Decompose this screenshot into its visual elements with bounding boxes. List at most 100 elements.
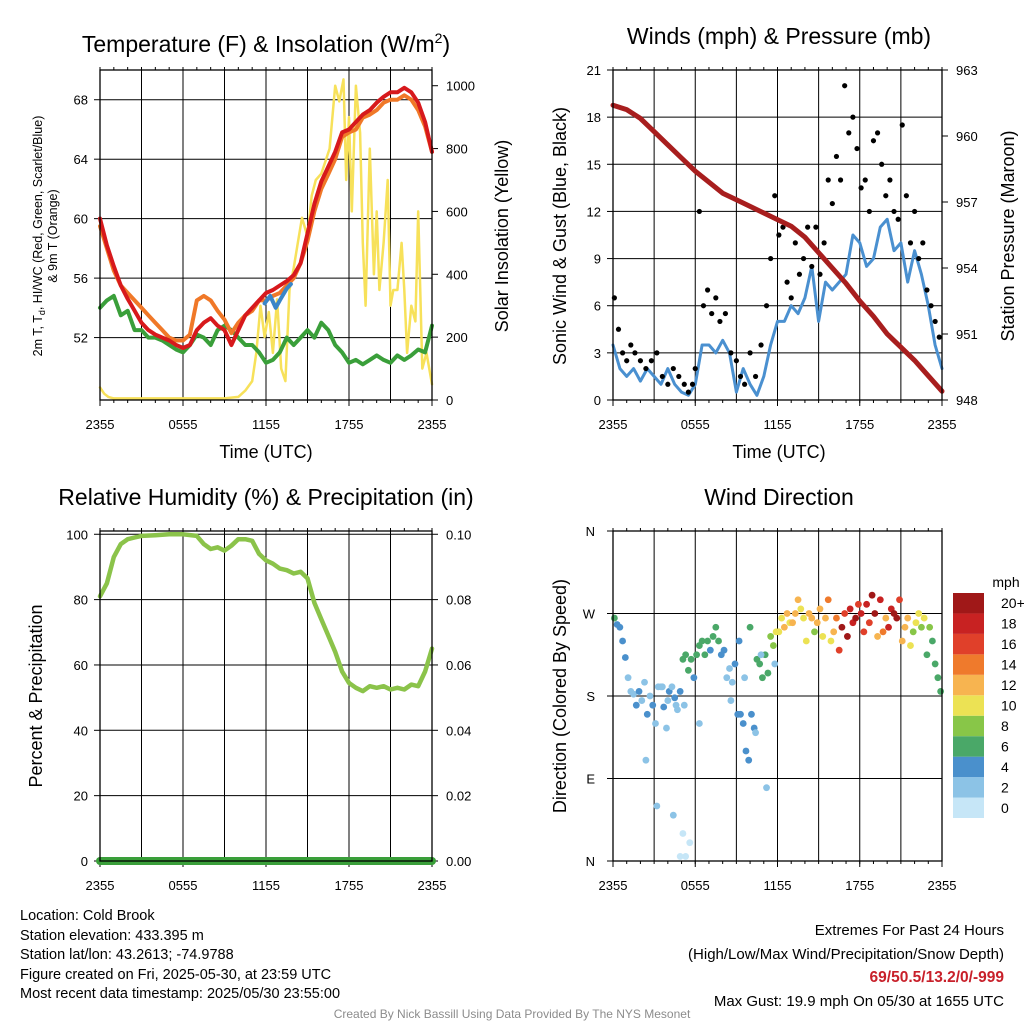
wind-gust-point bbox=[737, 373, 744, 380]
wind-gust-point bbox=[829, 200, 835, 207]
dir-point bbox=[671, 694, 679, 702]
wind-sonic-line bbox=[611, 217, 944, 397]
temp-title: Temperature (F) & Insolation (W/m2) bbox=[82, 30, 450, 57]
wind-gust-point bbox=[899, 122, 905, 128]
wind-xtick-label: 1755 bbox=[845, 417, 874, 432]
dir-point bbox=[915, 610, 923, 617]
dir-point bbox=[901, 623, 909, 631]
wind-gust-point bbox=[713, 295, 719, 301]
dir-point bbox=[854, 600, 862, 608]
wind-gust-point bbox=[676, 373, 682, 380]
dir-point bbox=[712, 623, 720, 631]
rh-xtick-label: 0555 bbox=[169, 878, 198, 893]
rh-xtick-label: 2355 bbox=[86, 878, 115, 893]
dir-point bbox=[676, 688, 684, 695]
dir-point bbox=[680, 701, 688, 709]
dir-point bbox=[791, 610, 799, 617]
dir-point bbox=[646, 692, 654, 700]
wind-gust-point bbox=[722, 310, 729, 317]
wind-gust-point bbox=[763, 303, 770, 309]
legend-label: 18 bbox=[1001, 616, 1017, 632]
wind-gust-point bbox=[692, 365, 698, 372]
wind-gust-point bbox=[624, 358, 630, 364]
dir-point bbox=[728, 678, 736, 686]
wind-gust-point bbox=[813, 224, 819, 230]
dir-point bbox=[660, 703, 668, 711]
dir-point bbox=[846, 605, 854, 613]
legend-label: 6 bbox=[1001, 738, 1009, 754]
wind-gust-point bbox=[854, 145, 860, 152]
rh-ytick-label: 80 bbox=[74, 593, 88, 608]
dir-point bbox=[748, 710, 755, 718]
dir-ylabel-left: Direction (Colored By Speed) bbox=[550, 579, 570, 813]
legend-swatch bbox=[953, 654, 984, 675]
rh-ytick-label: 40 bbox=[74, 723, 88, 738]
wind-gust-point bbox=[817, 271, 823, 277]
temp-ytick-label: 52 bbox=[74, 331, 88, 346]
extremes-heading: Extremes For Past 24 Hours bbox=[814, 922, 1004, 939]
wind-gust-point bbox=[866, 208, 872, 215]
dir-point bbox=[693, 651, 701, 659]
dir-point bbox=[638, 697, 646, 704]
wind-gust-point bbox=[704, 287, 711, 293]
wind-gust-point bbox=[758, 342, 764, 348]
temp-xtick-label: 0555 bbox=[169, 417, 198, 432]
legend-label: 8 bbox=[1001, 718, 1009, 734]
dir-point bbox=[816, 605, 824, 613]
dir-point bbox=[783, 610, 791, 617]
wind-gust-point bbox=[805, 224, 811, 230]
dir-point bbox=[874, 633, 881, 640]
dir-point bbox=[844, 633, 851, 640]
wind-gust-point bbox=[903, 193, 909, 199]
wind-gust-point bbox=[619, 350, 626, 356]
legend-swatch bbox=[953, 736, 984, 757]
rh-xtick-label: 1755 bbox=[335, 878, 364, 893]
rh-xtick-label: 2355 bbox=[418, 878, 447, 893]
temp-ylabel-line2: & 9m T (Orange) bbox=[46, 189, 60, 282]
rh-ylabel-left: Percent & Precipitation bbox=[26, 604, 46, 787]
dir-point bbox=[706, 646, 714, 654]
wind-ytick-right-label: 954 bbox=[956, 261, 978, 276]
legend-label: 20+ bbox=[1001, 595, 1024, 611]
dir-point bbox=[709, 633, 717, 640]
temp-xtick-label: 1155 bbox=[252, 417, 280, 432]
rh-ytick-right-label: 0.06 bbox=[446, 658, 471, 673]
dir-point bbox=[669, 811, 677, 819]
dir-point bbox=[920, 614, 928, 622]
dir-point bbox=[739, 720, 747, 727]
dir-point bbox=[907, 642, 914, 649]
legend-swatch bbox=[953, 797, 984, 818]
dir-ytick-label: N bbox=[586, 854, 595, 869]
wind-gust-point bbox=[916, 255, 922, 262]
wind-gust-point bbox=[728, 350, 734, 356]
rh-border bbox=[99, 530, 433, 862]
legend-label: 4 bbox=[1001, 759, 1009, 775]
dir-point bbox=[704, 637, 711, 645]
temp-ytick-right-label: 600 bbox=[446, 204, 468, 219]
wind-gust-point bbox=[685, 389, 691, 395]
temp-title-close: ) bbox=[442, 31, 450, 57]
temp-title-superscript: 2 bbox=[435, 30, 443, 46]
dir-point bbox=[653, 802, 661, 810]
temp-series-line-0 bbox=[98, 85, 434, 350]
wind-gust-point bbox=[920, 240, 926, 246]
wind-gust-point bbox=[796, 271, 803, 277]
temp-series-line-3 bbox=[262, 282, 293, 310]
dir-point bbox=[687, 655, 695, 663]
wind-gust-point bbox=[911, 208, 918, 215]
dir-point bbox=[676, 853, 684, 860]
wind-gust-point bbox=[637, 358, 644, 364]
wind-xtick-label: 2355 bbox=[599, 417, 628, 432]
temp-ytick-label: 56 bbox=[74, 271, 88, 286]
legend-swatch bbox=[953, 777, 984, 798]
dir-point bbox=[686, 839, 694, 847]
wind-ylabel-right: Station Pressure (Maroon) bbox=[998, 130, 1018, 341]
legend-swatch bbox=[953, 633, 984, 655]
dir-point bbox=[885, 623, 892, 631]
dir-point bbox=[830, 628, 838, 636]
dir-point bbox=[759, 674, 766, 682]
temp-border bbox=[99, 69, 433, 401]
temp-xtick-label: 2355 bbox=[86, 417, 115, 432]
wind-border bbox=[612, 69, 943, 401]
